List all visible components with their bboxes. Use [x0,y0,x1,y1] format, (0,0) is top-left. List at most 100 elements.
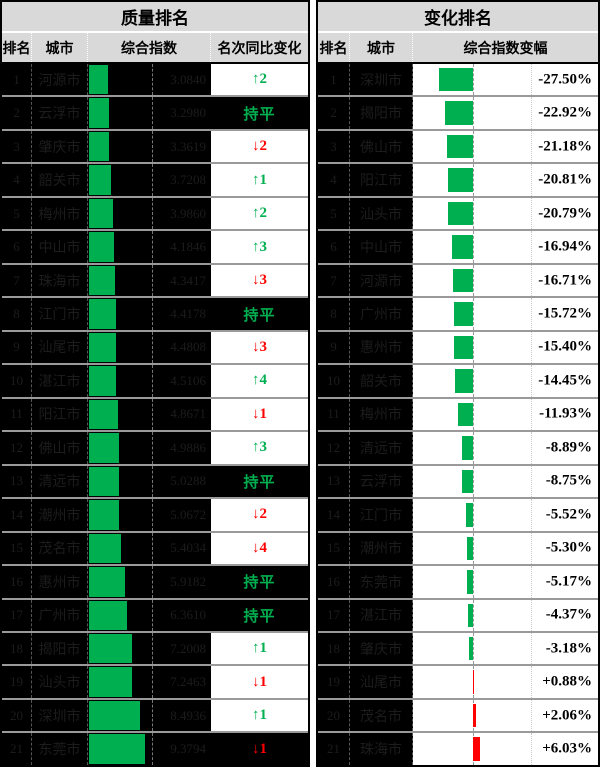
index-separator-line [152,298,153,330]
delta-value: -4.37% [545,606,592,623]
delta-bar-cell: -5.17% [413,566,598,598]
guide-line [531,566,532,598]
quality-panel-title: 质量排名 [2,2,308,33]
zero-axis-line [473,64,474,96]
city-cell: 河源市 [350,264,413,297]
index-bar [89,299,116,329]
delta-bar-cell: -4.37% [413,599,598,631]
panel-divider [310,0,316,767]
delta-bar-cell: -20.81% [413,164,598,196]
index-bar-cell: 7.2463 [88,666,211,698]
rank-cell: 6 [318,231,350,263]
zero-axis-line [473,331,474,364]
rank-change-cell: ↓4 [211,532,308,565]
change-table-row: 5 汕头市 -20.79% [318,197,598,232]
city-cell: 中山市 [32,231,88,263]
quality-table-row: 10 湛江市 4.5106 ↑4 [2,365,308,399]
delta-bar [454,335,473,360]
index-bar [89,734,146,764]
quality-table-row: 17 广州市 6.3610 持平 [2,599,308,633]
delta-value: -16.71% [538,272,592,289]
index-bar-cell: 4.4808 [88,331,211,364]
delta-bar-cell: -22.92% [413,97,598,129]
delta-value: -14.45% [538,372,592,389]
rank-change-cell: ↑2 [211,64,308,96]
delta-value: -22.92% [538,104,592,121]
quality-table-row: 15 茂名市 5.4034 ↓4 [2,532,308,567]
city-cell: 茂名市 [32,532,88,565]
index-bar [89,98,109,128]
index-bar-cell: 4.1846 [88,231,211,263]
quality-table-row: 9 汕尾市 4.4808 ↓3 [2,331,308,366]
quality-header-rank: 排名 [2,33,32,62]
zero-axis-line [473,532,474,565]
index-value: 3.0840 [170,71,206,87]
guide-line [531,632,532,665]
quality-table-row: 8 江门市 4.4178 持平 [2,298,308,332]
rank-cell: 6 [2,231,32,263]
index-value: 5.0288 [170,473,206,489]
rank-cell: 11 [2,398,32,431]
index-bar-cell: 4.4178 [88,298,211,330]
delta-bar-cell: -14.45% [413,365,598,397]
delta-bar [473,703,476,728]
rank-cell: 17 [2,599,32,631]
index-separator-line [152,532,153,565]
rank-cell: 16 [2,566,32,598]
index-value: 4.4808 [170,339,206,355]
index-bar [89,65,108,95]
rank-cell: 3 [318,130,350,163]
zero-axis-line [473,365,474,397]
index-separator-line [152,499,153,531]
rank-cell: 20 [2,699,32,732]
rank-change-cell: 持平 [211,298,308,330]
index-bar [89,500,120,530]
rank-cell: 8 [318,298,350,330]
index-bar-cell: 9.3794 [88,733,211,765]
index-bar-cell: 7.2008 [88,632,211,665]
index-bar [89,600,128,630]
guide-line [531,298,532,330]
guide-line [531,264,532,297]
delta-bar [447,134,473,159]
guide-line [531,130,532,163]
rank-change-cell: ↓1 [211,733,308,765]
rank-cell: 1 [318,64,350,96]
delta-value: -11.93% [539,405,592,422]
index-value: 9.3794 [170,741,206,757]
index-bar [89,667,133,697]
delta-bar-cell: -16.94% [413,231,598,263]
rank-cell: 21 [2,733,32,765]
rank-cell: 5 [2,197,32,230]
change-table-row: 1 深圳市 -27.50% [318,64,598,98]
change-table-row: 10 韶关市 -14.45% [318,365,598,399]
index-separator-line [152,331,153,364]
index-bar [89,533,122,564]
rank-cell: 19 [2,666,32,698]
change-table-row: 6 中山市 -16.94% [318,231,598,265]
rank-cell: 5 [318,197,350,230]
delta-bar [447,168,473,192]
rank-change-cell: ↑1 [211,699,308,732]
rank-change-cell: ↑3 [211,231,308,263]
delta-bar-cell: -8.89% [413,432,598,464]
rank-change-cell: 持平 [211,465,308,498]
zero-axis-line [473,298,474,330]
quality-table-row: 5 梅州市 3.9860 ↑2 [2,197,308,232]
index-bar-cell: 3.7208 [88,164,211,196]
rank-cell: 9 [318,331,350,364]
change-header-delta: 综合指数变幅 [463,41,548,57]
rank-cell: 10 [318,365,350,397]
zero-axis-line [473,398,474,431]
delta-bar [452,235,473,259]
zero-axis-line [473,465,474,498]
index-separator-line [152,164,153,196]
zero-axis-line [473,197,474,230]
rank-change-cell: ↑4 [211,365,308,397]
zero-axis-line [473,231,474,263]
index-bar [89,232,115,262]
city-cell: 梅州市 [350,398,413,431]
change-table-row: 14 江门市 -5.52% [318,499,598,533]
rank-cell: 20 [318,699,350,732]
